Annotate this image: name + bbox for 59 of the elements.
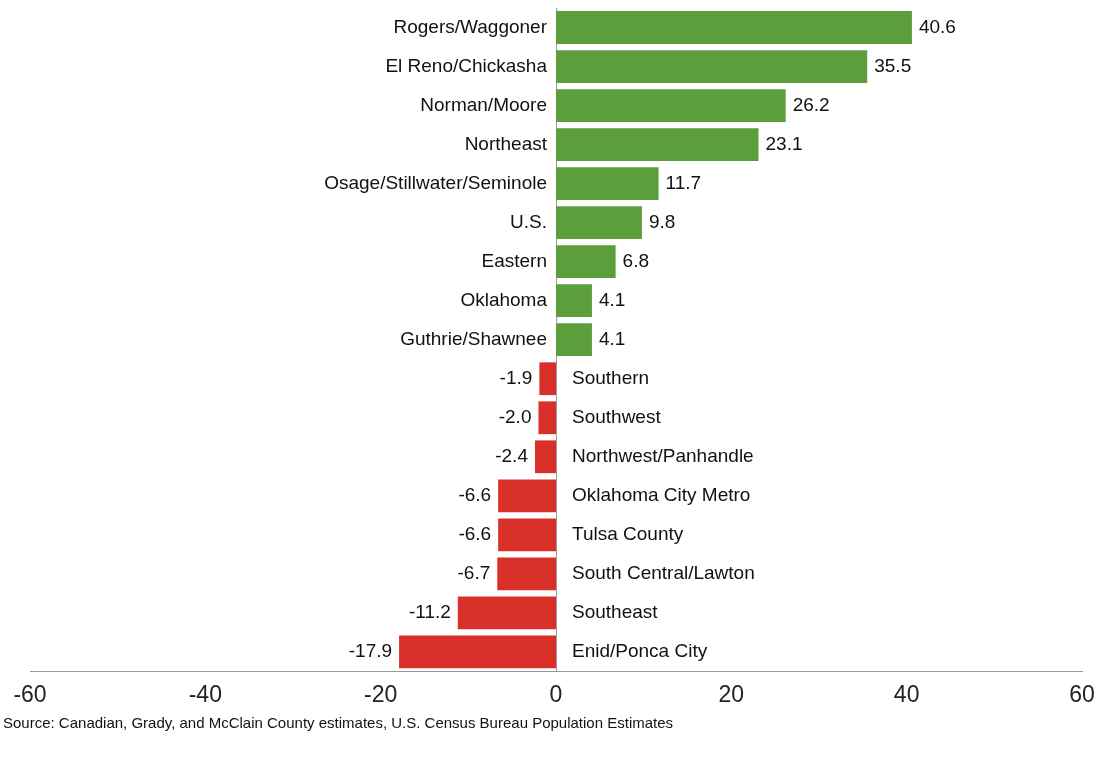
bar [538,401,556,435]
y-tick-label: Enid/Ponca City [572,640,708,662]
x-tick-label: -60 [13,680,47,707]
bar [498,518,556,552]
y-tick-label: Osage/Stillwater/Seminole [324,171,547,193]
y-tick-label: U.S. [510,210,547,232]
data-label: -6.7 [457,562,491,584]
bar [556,11,912,44]
bar [498,479,556,513]
data-label: 6.8 [622,249,650,271]
y-tick-label: Oklahoma City Metro [572,484,751,506]
data-label: -2.4 [495,445,529,466]
bar [556,167,659,200]
y-tick-label: South Central/Lawton [572,562,755,584]
data-label: 9.8 [648,210,676,232]
y-tick-label: Oklahoma [460,288,548,310]
data-label: 23.1 [765,132,803,154]
y-tick-label: Northeast [464,132,548,154]
y-tick-label: Eastern [481,249,547,271]
data-label: 4.1 [598,327,626,349]
bar [534,440,556,474]
data-label: 4.1 [598,288,626,310]
bar [556,323,592,357]
x-tick-label: 40 [893,680,920,707]
x-tick-label: 60 [1069,680,1095,707]
bar [556,50,868,83]
bar [556,206,642,240]
x-tick-label: 0 [549,680,563,707]
data-label: 26.2 [792,93,830,115]
bar [556,89,786,122]
data-label: -17.9 [348,640,393,662]
data-label: 35.5 [874,54,912,76]
x-tick-label: -40 [188,680,222,707]
x-tick-label: 20 [718,680,745,707]
y-tick-label: Tulsa County [572,523,684,545]
y-tick-label: Southwest [572,405,662,427]
bar [457,596,556,630]
bar [556,245,616,279]
y-tick-label: Guthrie/Shawnee [400,327,547,349]
data-label: -11.2 [408,601,451,623]
data-label: -6.6 [458,523,492,545]
y-tick-label: Northwest/Panhandle [572,445,754,466]
bar [399,635,556,669]
bar [539,362,556,396]
y-tick-label: Southeast [572,601,659,623]
x-tick-label: -20 [364,680,398,707]
data-label: -2.0 [498,405,532,427]
data-label: 40.6 [918,15,956,37]
bar [556,284,592,318]
data-label: -1.9 [499,366,533,388]
y-tick-label: Norman/Moore [420,93,547,115]
y-tick-label: Southern [572,366,650,388]
y-tick-label: Rogers/Waggoner [393,15,548,37]
y-tick-label: El Reno/Chickasha [385,54,548,76]
bar [556,128,759,161]
source-note: Source: Canadian, Grady, and McClain County estimates, U.S. Census Bureau Population Estimates [3,714,674,731]
data-label: -6.6 [458,484,492,506]
bar [497,557,556,591]
data-label: 11.7 [665,171,702,193]
